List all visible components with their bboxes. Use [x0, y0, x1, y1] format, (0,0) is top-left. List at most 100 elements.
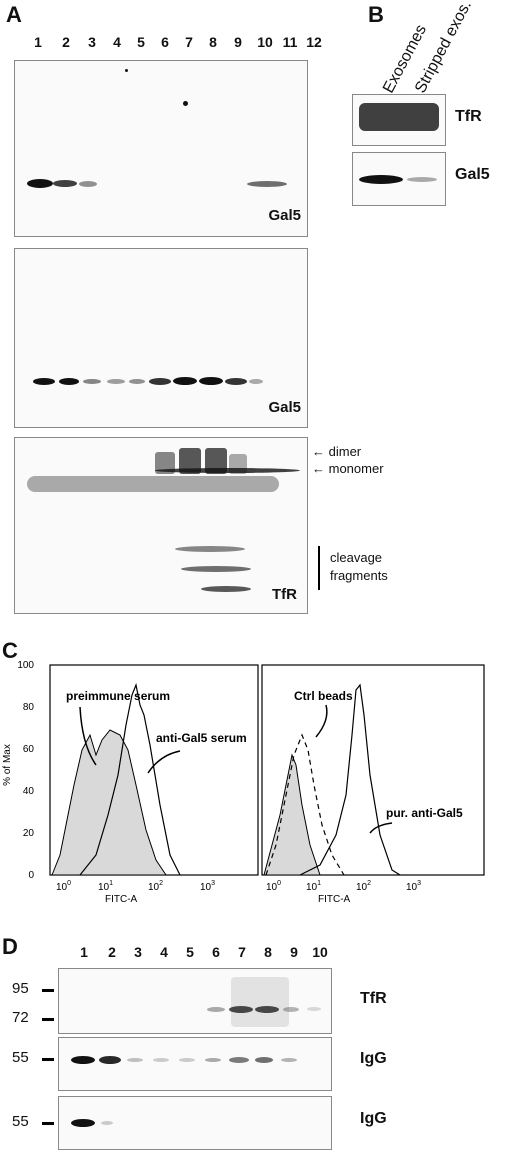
x-tick: 101: [98, 880, 113, 893]
monomer-label: ← monomer: [312, 461, 384, 476]
preimmune-histogram: [51, 729, 167, 876]
blot-a3-label: TfR: [272, 586, 297, 603]
mw-tick: [42, 1122, 54, 1125]
y-axis-label: % of Max: [2, 744, 13, 786]
lane-number: 1: [34, 34, 42, 50]
lane-number: 7: [185, 34, 193, 50]
y-tick: 20: [23, 828, 35, 839]
cleavage-label-1: cleavage: [330, 550, 383, 565]
band: [207, 1007, 225, 1012]
band: [175, 546, 245, 552]
lane-number: 4: [160, 944, 168, 960]
band: [205, 448, 227, 474]
blot-a2: Gal5: [14, 248, 308, 428]
flow-histograms: % of Max 100 80 60 40 20 0 preimmune ser…: [2, 660, 485, 905]
panel-a-letter: A: [6, 2, 22, 27]
lane-number: 2: [108, 944, 116, 960]
y-tick: 60: [23, 744, 35, 755]
mw-tick: [42, 1058, 54, 1061]
blot-b-tfr: [352, 94, 446, 146]
lane-number: 5: [137, 34, 145, 50]
band: [283, 1007, 299, 1012]
band: [407, 177, 437, 182]
band: [53, 180, 77, 187]
band: [359, 175, 403, 184]
band: [101, 1121, 113, 1125]
lane-number: 3: [134, 944, 142, 960]
lane-number: 8: [264, 944, 272, 960]
band: [107, 379, 125, 384]
ctrl-beads-histogram: [265, 733, 345, 876]
lane-number: 9: [234, 34, 242, 50]
blot-a3: TfR: [14, 437, 308, 614]
band: [33, 378, 55, 385]
blot-b-tfr-label: TfR: [455, 108, 482, 125]
arrow-preimmune: [79, 706, 97, 766]
mw-tick: [42, 989, 54, 992]
band: [249, 379, 263, 384]
lane-number: 8: [209, 34, 217, 50]
pur-anti-gal5-histogram: [299, 683, 401, 876]
band: [179, 1058, 195, 1062]
band: [71, 1056, 95, 1064]
mw-marker: 55: [12, 1049, 29, 1066]
x-tick: 102: [148, 880, 163, 893]
x-axis-label: FITC-A: [105, 894, 138, 905]
band: [255, 1006, 279, 1013]
arrow-anti-gal5: [147, 750, 181, 774]
band: [83, 379, 101, 384]
lane-number: 11: [282, 34, 298, 50]
x-tick: 101: [306, 880, 321, 893]
band: [129, 379, 145, 384]
band: [229, 1057, 249, 1063]
y-tick: 0: [28, 870, 34, 881]
right-annotation-ctrl-beads: Ctrl beads: [294, 689, 353, 703]
lane-number: 4: [113, 34, 121, 50]
lane-number: 9: [290, 944, 298, 960]
lane-number: 5: [186, 944, 194, 960]
band: [179, 448, 201, 474]
lane-number: 6: [212, 944, 220, 960]
panel-d-letter: D: [2, 934, 18, 959]
band: [127, 1058, 143, 1062]
blot-b-gal5: [352, 152, 446, 206]
band: [99, 1056, 121, 1064]
band: [27, 476, 279, 492]
band: [173, 377, 197, 385]
y-tick: 40: [23, 786, 35, 797]
band: [153, 1058, 169, 1062]
lane-number: 12: [306, 34, 322, 50]
speck: [125, 69, 128, 72]
band: [359, 103, 439, 131]
mw-marker: 55: [12, 1113, 29, 1130]
band: [307, 1007, 321, 1011]
band: [59, 378, 79, 385]
lane-number: 6: [161, 34, 169, 50]
left-annotation-preimmune: preimmune serum: [66, 689, 170, 703]
band: [71, 1119, 95, 1127]
band: [149, 378, 171, 385]
band: [181, 566, 251, 572]
lane-number: 3: [88, 34, 96, 50]
blot-a1: Gal5: [14, 60, 308, 237]
left-annotation-anti-gal5: anti-Gal5 serum: [156, 731, 247, 745]
mw-marker: 95: [12, 980, 29, 997]
band: [199, 377, 223, 385]
band: [247, 181, 287, 187]
arrow-ctrl-beads: [315, 704, 328, 738]
mw-tick: [42, 1018, 54, 1021]
band: [229, 1006, 253, 1013]
blot-d-tfr: [58, 968, 332, 1034]
y-tick: 100: [17, 660, 34, 671]
blot-b-gal5-label: Gal5: [455, 166, 490, 183]
arrow-pur-anti-gal5: [369, 822, 393, 834]
lane-number: 1: [80, 944, 88, 960]
x-tick: 103: [406, 880, 421, 893]
mw-marker: 72: [12, 1009, 29, 1026]
cleavage-label-2: fragments: [330, 568, 388, 583]
panel-c-letter: C: [2, 638, 18, 663]
blot-a1-label: Gal5: [268, 207, 301, 224]
blot-d-igg-2: [58, 1096, 332, 1150]
x-tick: 103: [200, 880, 215, 893]
blot-d-igg-2-label: IgG: [360, 1110, 387, 1127]
